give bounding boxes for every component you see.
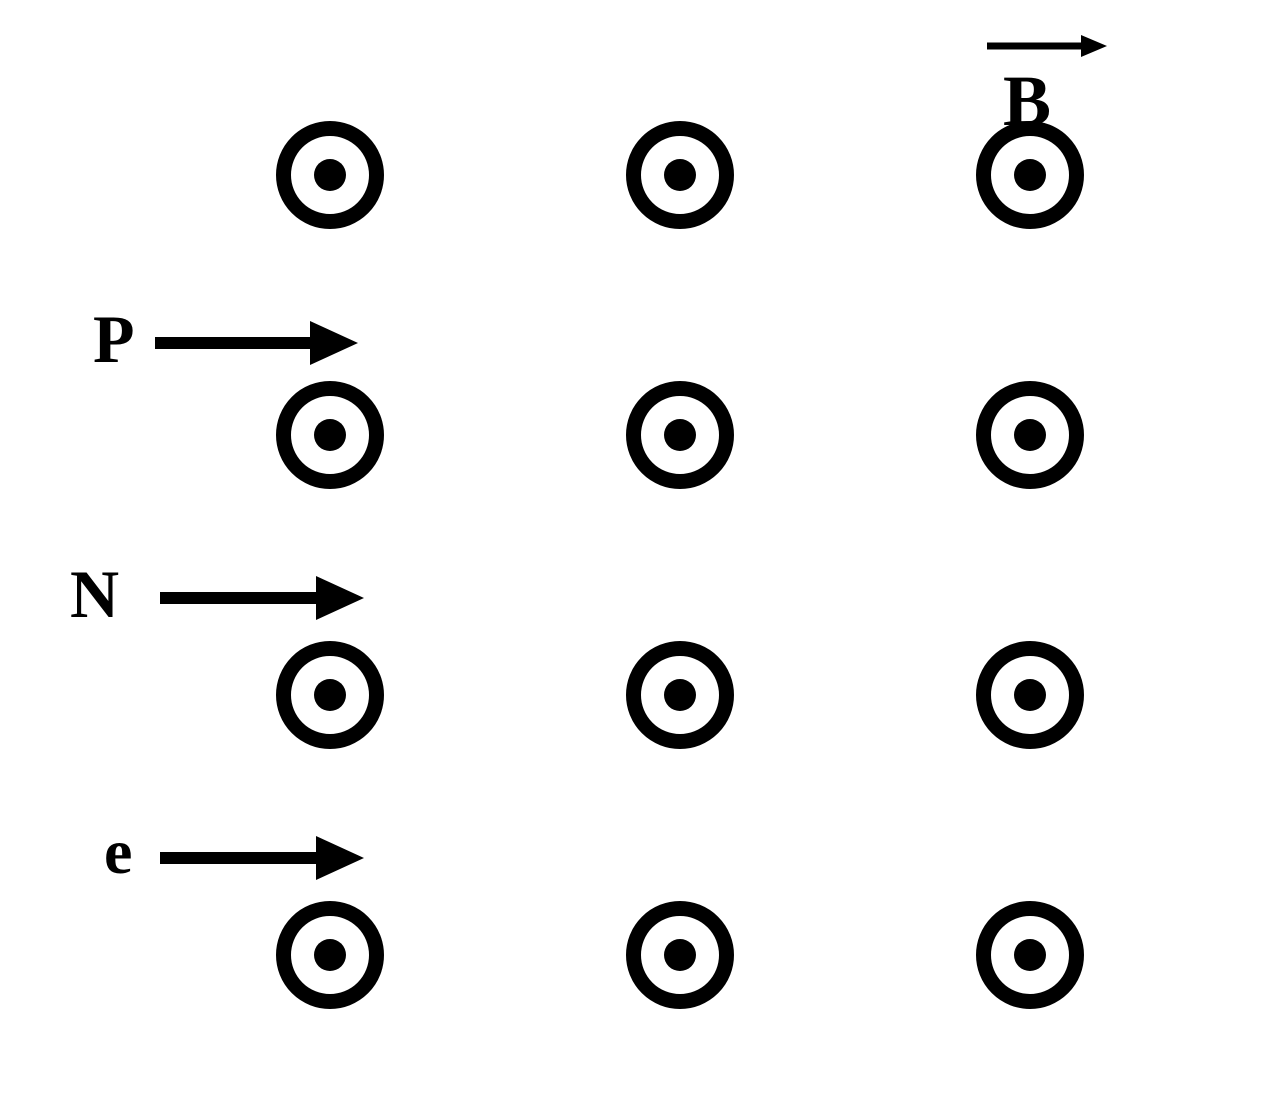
field-out-icon: [276, 381, 384, 489]
field-dot-icon: [1014, 939, 1046, 971]
field-out-icon: [626, 641, 734, 749]
field-out-icon: [976, 641, 1084, 749]
neutron-label: N: [70, 555, 119, 634]
field-out-icon: [626, 381, 734, 489]
field-out-icon: [276, 121, 384, 229]
field-dot-icon: [664, 419, 696, 451]
field-dot-icon: [1014, 159, 1046, 191]
field-out-icon: [276, 641, 384, 749]
field-dot-icon: [314, 939, 346, 971]
field-dot-icon: [664, 679, 696, 711]
physics-diagram: B P N e: [0, 0, 1280, 1120]
field-out-icon: [626, 121, 734, 229]
field-dot-icon: [314, 679, 346, 711]
field-dot-icon: [1014, 679, 1046, 711]
electron-label: e: [104, 815, 132, 889]
proton-label: P: [93, 300, 135, 379]
field-dot-icon: [664, 939, 696, 971]
field-dot-icon: [1014, 419, 1046, 451]
field-out-icon: [626, 901, 734, 1009]
field-dot-icon: [314, 159, 346, 191]
field-dot-icon: [664, 159, 696, 191]
field-dot-icon: [314, 419, 346, 451]
field-out-icon: [976, 901, 1084, 1009]
field-out-icon: [976, 381, 1084, 489]
field-out-icon: [276, 901, 384, 1009]
field-out-icon: [976, 121, 1084, 229]
